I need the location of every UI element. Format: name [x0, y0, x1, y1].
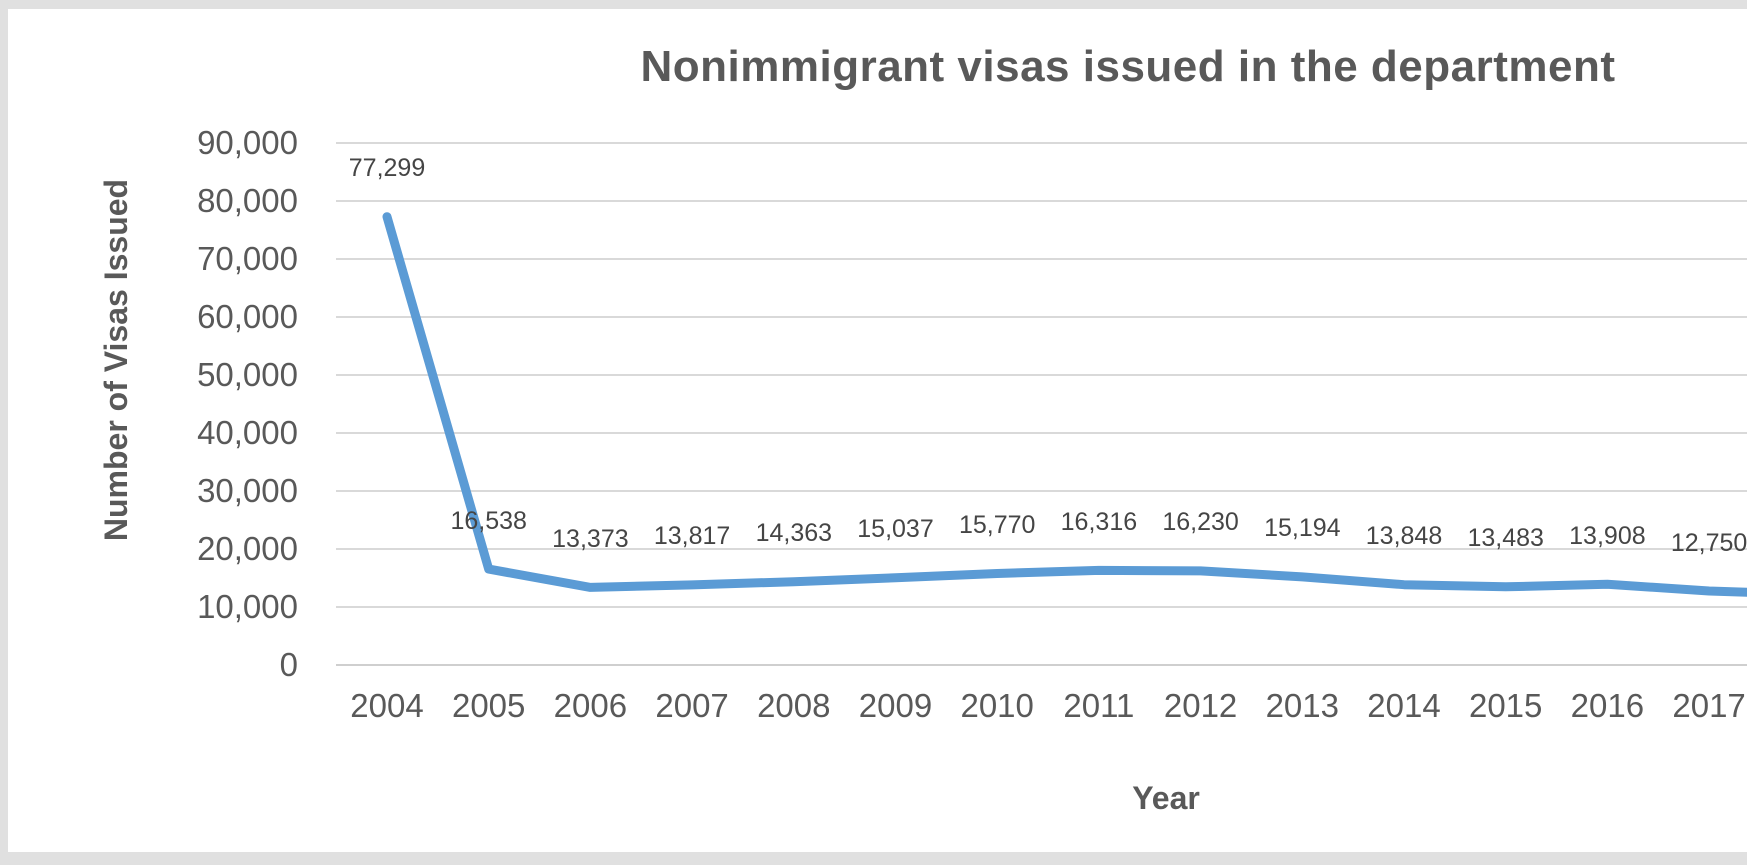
x-axis-title: Year [1132, 780, 1200, 816]
data-point-label: 12,750 [1670, 528, 1747, 557]
x-tick-label: 2013 [1265, 687, 1339, 724]
y-tick-label: 80,000 [197, 182, 298, 219]
data-point-label: 15,194 [1264, 514, 1341, 543]
x-tick-label: 2012 [1163, 687, 1238, 724]
x-tick-label: 2004 [350, 687, 424, 724]
y-tick-label: 30,000 [197, 472, 298, 509]
data-point-label: 15,037 [857, 515, 934, 544]
y-tick-label: 90,000 [197, 124, 298, 161]
x-tick-label: 2006 [553, 687, 628, 724]
visa-line-series [382, 212, 1747, 597]
y-tick-label: 20,000 [197, 530, 298, 567]
x-tick-label: 2014 [1367, 687, 1441, 724]
y-tick-label: 40,000 [197, 414, 298, 451]
data-point-label: 13,908 [1569, 521, 1646, 550]
x-tick-label: 2005 [451, 687, 526, 724]
data-point-label: 16,230 [1162, 508, 1239, 537]
data-point-label: 16,538 [450, 506, 527, 535]
x-tick-label: 2009 [858, 687, 933, 724]
x-tick-label: 2007 [655, 687, 729, 724]
data-point-label: 13,373 [552, 524, 629, 553]
data-point-label: 15,770 [958, 511, 1036, 540]
x-tick-label: 2011 [1063, 687, 1135, 724]
x-tick-label: 2017 [1672, 687, 1746, 724]
data-point-label: 16,316 [1060, 507, 1138, 536]
x-tick-label: 2010 [960, 687, 1034, 724]
data-point-label: 14,363 [755, 519, 833, 548]
y-tick-label: 60,000 [197, 298, 298, 335]
y-tick-label: 0 [279, 646, 298, 683]
y-tick-label: 70,000 [197, 240, 298, 277]
data-point-label: 13,817 [653, 522, 731, 551]
data-point-label: 13,483 [1467, 524, 1544, 553]
y-tick-label: 10,000 [197, 588, 298, 625]
x-tick-label: 2015 [1468, 687, 1543, 724]
data-point-label: 77,299 [348, 154, 426, 183]
y-tick-label: 50,000 [197, 356, 298, 393]
x-tick-label: 2008 [757, 687, 831, 724]
data-point-label: 13,848 [1365, 522, 1443, 551]
chart-panel [8, 9, 1747, 852]
x-tick-label: 2016 [1570, 687, 1645, 724]
chart-title: Nonimmigrant visas issued in the departm… [640, 42, 1616, 91]
